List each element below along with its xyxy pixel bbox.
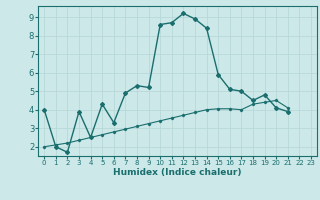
X-axis label: Humidex (Indice chaleur): Humidex (Indice chaleur)	[113, 168, 242, 177]
